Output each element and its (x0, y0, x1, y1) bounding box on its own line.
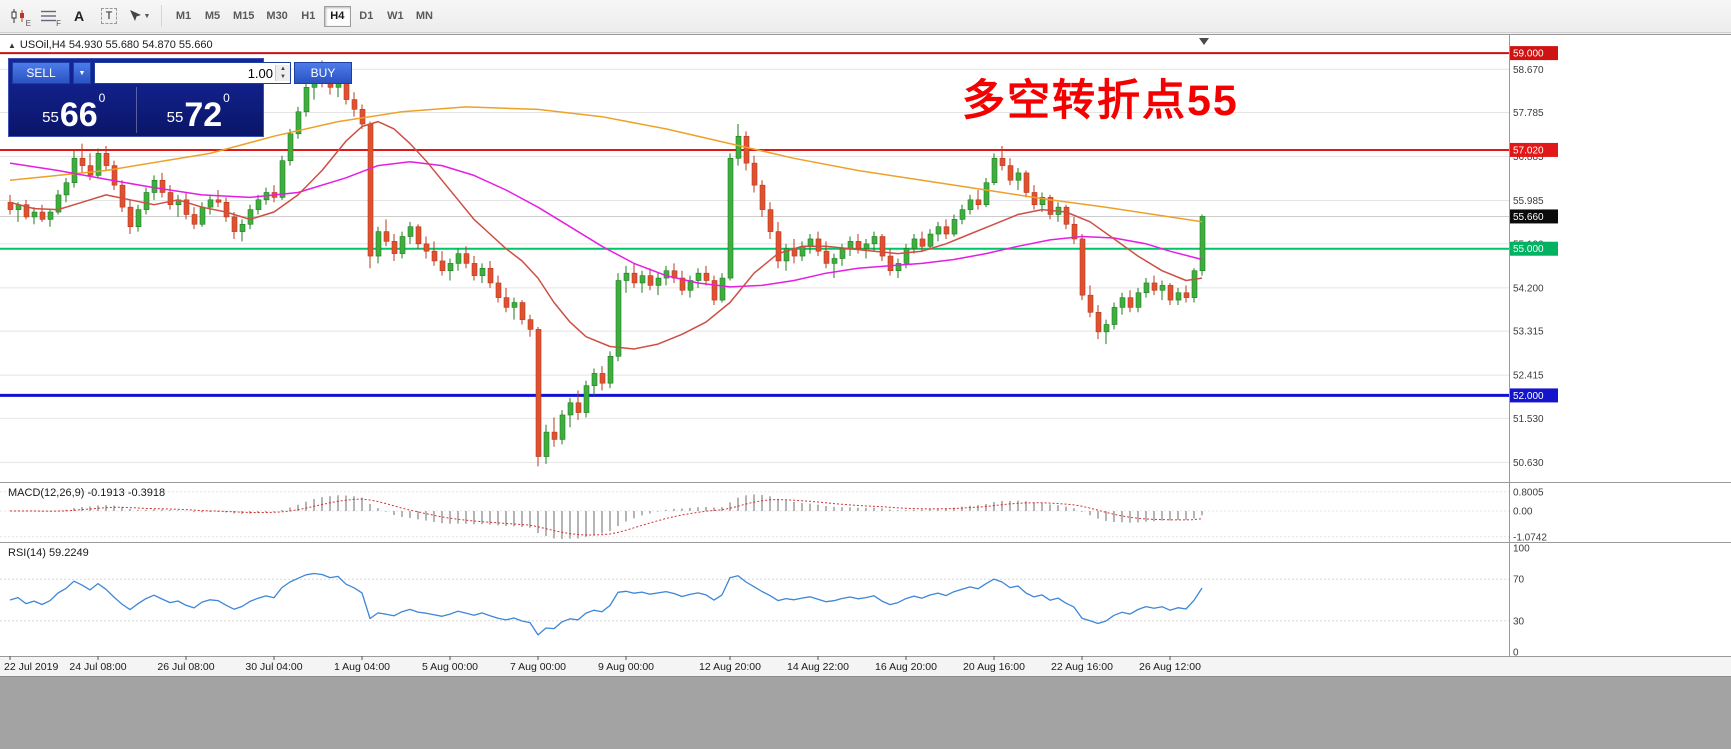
svg-text:14 Aug 22:00: 14 Aug 22:00 (787, 661, 849, 673)
medium-ma-line (9, 160, 1203, 288)
timeframe-m30[interactable]: M30 (261, 6, 292, 27)
svg-text:24 Jul 08:00: 24 Jul 08:00 (69, 661, 126, 673)
svg-text:26 Jul 08:00: 26 Jul 08:00 (157, 661, 214, 673)
timeframe-m1[interactable]: M1 (170, 6, 197, 27)
volume-input[interactable] (95, 65, 275, 81)
cursor-icon (129, 10, 141, 21)
timeframe-m5[interactable]: M5 (199, 6, 226, 27)
cursor-dropdown-caret-icon[interactable]: ▼ (143, 12, 151, 20)
svg-text:56.885: 56.885 (1513, 152, 1544, 163)
one-click-trading-panel: SELL ▼ ▲ ▼ BUY 55 66 0 55 72 0 (8, 58, 352, 137)
panel-borders (0, 34, 1731, 677)
svg-text:0.8005: 0.8005 (1513, 487, 1544, 498)
text-label-tool-button[interactable]: T (95, 3, 123, 29)
date-axis: 22 Jul 2019 24 Jul 08:00 26 Jul 08:00 30 Ju… (4, 656, 1201, 673)
ask-big-digits: 72 (184, 96, 223, 135)
timeframe-w1[interactable]: W1 (382, 6, 409, 27)
svg-text:50.630: 50.630 (1513, 458, 1544, 469)
svg-text:7 Aug 00:00: 7 Aug 00:00 (510, 661, 566, 673)
svg-text:54.200: 54.200 (1513, 283, 1544, 294)
svg-text:9 Aug 00:00: 9 Aug 00:00 (598, 661, 654, 673)
svg-text:5 Aug 00:00: 5 Aug 00:00 (422, 661, 478, 673)
symbol-expand-icon[interactable]: ▲ (8, 40, 16, 50)
ask-price[interactable]: 55 72 0 (135, 87, 261, 135)
indicator-list-sub-label: F (56, 19, 61, 28)
timeframe-h1[interactable]: H1 (295, 6, 322, 27)
bid-prefix: 55 (42, 109, 59, 126)
macd-indicator-label: MACD(12,26,9) -0.1913 -0.3918 (8, 487, 166, 499)
text-label-tool-label: T (100, 8, 118, 24)
svg-text:30: 30 (1513, 616, 1525, 627)
svg-text:20 Aug 16:00: 20 Aug 16:00 (963, 661, 1025, 673)
candlestick-chart-icon (11, 9, 24, 23)
symbol-ohlc-text: USOil,H4 54.930 55.680 54.870 55.660 (19, 39, 213, 51)
volume-down-icon[interactable]: ▼ (276, 73, 290, 81)
svg-text:0.00: 0.00 (1513, 507, 1533, 518)
text-tool-button[interactable]: A (65, 3, 93, 29)
svg-text:52.000: 52.000 (1513, 391, 1544, 402)
volume-spinner[interactable]: ▲ ▼ (275, 65, 290, 81)
svg-text:1 Aug 04:00: 1 Aug 04:00 (334, 661, 390, 673)
svg-text:57.785: 57.785 (1513, 108, 1544, 119)
svg-text:-1.0742: -1.0742 (1513, 532, 1547, 543)
svg-text:55.985: 55.985 (1513, 196, 1544, 207)
price-badges: 59.000 57.020 55.660 55.000 52.000 (1510, 46, 1558, 403)
svg-text:70: 70 (1513, 575, 1525, 586)
chart-type-button[interactable]: E (5, 3, 33, 29)
macd-grid: 0.8005 0.00 -1.0742 (0, 487, 1547, 543)
bid-pip-digit: 0 (98, 91, 106, 105)
svg-text:55.000: 55.000 (1513, 244, 1544, 255)
svg-text:26 Aug 12:00: 26 Aug 12:00 (1139, 661, 1201, 673)
svg-text:52.415: 52.415 (1513, 371, 1544, 382)
indicator-list-button[interactable]: F (35, 3, 63, 29)
slow-ma-line (9, 106, 1203, 223)
timeframe-m15[interactable]: M15 (228, 6, 259, 27)
ask-pip-digit: 0 (223, 91, 230, 105)
chart-shift-marker[interactable] (1199, 38, 1209, 45)
svg-text:22 Jul 2019: 22 Jul 2019 (4, 661, 58, 673)
timeframe-h4[interactable]: H4 (323, 5, 351, 27)
svg-text:100: 100 (1513, 544, 1530, 555)
svg-text:57.020: 57.020 (1513, 145, 1544, 156)
timeframe-d1[interactable]: D1 (353, 6, 380, 27)
ask-prefix: 55 (166, 109, 184, 126)
svg-text:51.530: 51.530 (1513, 414, 1544, 425)
svg-text:0: 0 (1513, 648, 1519, 659)
sell-button[interactable]: SELL (12, 62, 70, 84)
svg-text:12 Aug 20:00: 12 Aug 20:00 (699, 661, 761, 673)
rsi-grid: 100 70 30 0 (0, 544, 1530, 659)
toolbar: E F A T ▼ M1 M5 M15 M30 H1 H4 D1 W1 MN (0, 0, 1731, 33)
rsi-indicator-label: RSI(14) 59.2249 (8, 547, 89, 559)
cursor-tool-button[interactable]: ▼ (125, 3, 153, 29)
indicator-list-icon (41, 10, 56, 22)
volume-dropdown-button[interactable]: ▼ (73, 62, 91, 84)
text-tool-label: A (73, 8, 85, 24)
svg-text:59.000: 59.000 (1513, 49, 1544, 60)
bid-big-digits: 66 (59, 96, 98, 135)
panel-backgrounds (0, 34, 1731, 749)
svg-text:16 Aug 20:00: 16 Aug 20:00 (875, 661, 937, 673)
svg-text:30 Jul 04:00: 30 Jul 04:00 (245, 661, 302, 673)
svg-text:53.315: 53.315 (1513, 327, 1544, 338)
macd-signal-line (10, 498, 1203, 536)
svg-text:55.660: 55.660 (1513, 212, 1544, 223)
symbol-info: ▲ USOil,H4 54.930 55.680 54.870 55.660 (8, 39, 213, 51)
volume-up-icon[interactable]: ▲ (276, 65, 290, 73)
volume-field: ▲ ▼ (94, 62, 291, 84)
toolbar-separator (161, 5, 162, 27)
buy-button[interactable]: BUY (294, 62, 352, 84)
fast-ma-line (9, 120, 1203, 350)
timeframe-mn[interactable]: MN (411, 6, 438, 27)
svg-text:22 Aug 16:00: 22 Aug 16:00 (1051, 661, 1113, 673)
chart-annotation-text: 多空转折点55 (962, 77, 1239, 125)
chart-type-sub-label: E (25, 19, 31, 28)
svg-text:58.670: 58.670 (1513, 65, 1544, 76)
rsi-line (9, 572, 1203, 636)
bid-price[interactable]: 55 66 0 (12, 87, 136, 133)
